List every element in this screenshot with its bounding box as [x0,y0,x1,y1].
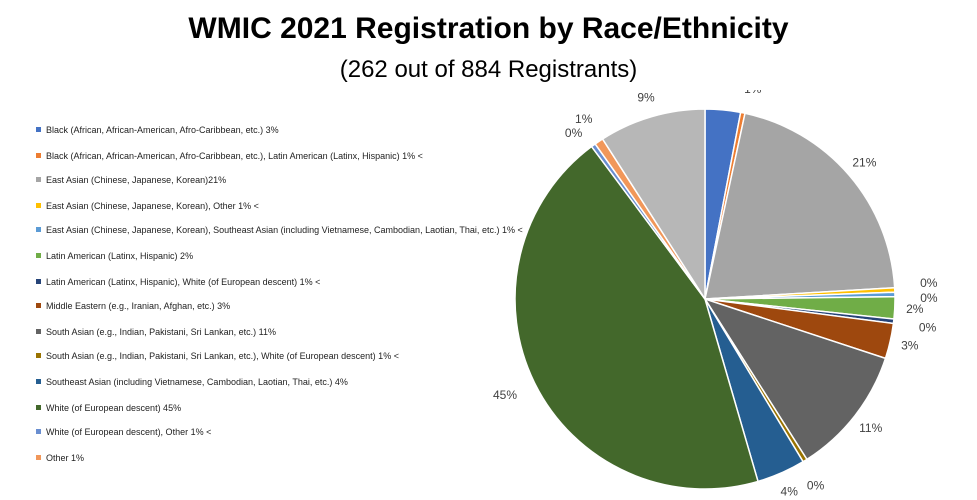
legend-item: Black (African, African-American, Afro-C… [36,124,526,136]
legend-item: Other 1% [36,452,526,464]
legend-swatch [36,329,41,334]
legend-item: South Asian (e.g., Indian, Pakistani, Sr… [36,326,526,338]
legend-label: White (of European descent) 45% [46,403,182,413]
pie-slice [601,108,706,302]
legend-label: South Asian (e.g., Indian, Pakistani, Sr… [46,351,399,361]
legend-item: East Asian (Chinese, Japanese, Korean), … [36,224,526,236]
legend-swatch [36,303,41,308]
pie-data-label: 0% [807,479,825,493]
legend-swatch [36,353,41,358]
legend-item: White (of European descent) 45% [36,402,526,414]
legend-item: Latin American (Latinx, Hispanic) 2% [36,250,526,262]
legend-swatch [36,379,41,384]
pie-slice [703,297,887,461]
pie-slice [704,112,896,300]
legend-label: South Asian (e.g., Indian, Pakistani, Sr… [46,327,276,337]
chart-subtitle: (262 out of 884 Registrants) [339,56,638,83]
legend-label: East Asian (Chinese, Japanese, Korean), … [46,201,259,211]
legend-swatch [36,405,41,410]
pie-data-label: 0% [565,126,583,140]
legend-item: White (of European descent), Other 1% < [36,426,526,438]
legend-label: Black (African, African-American, Afro-C… [46,125,279,135]
legend-item: East Asian (Chinese, Japanese, Korean)21… [36,174,526,186]
legend-swatch [36,153,41,158]
legend-swatch [36,227,41,232]
legend-label: Latin American (Latinx, Hispanic) 2% [46,251,194,261]
pie-slice [514,145,759,490]
pie-data-label: 45% [493,388,517,402]
legend-swatch [36,455,41,460]
legend-label: Latin American (Latinx, Hispanic), White… [46,277,321,287]
pie-data-label: 9% [637,90,655,104]
pie-data-label: 0% [919,321,937,335]
legend-label: East Asian (Chinese, Japanese, Korean)21… [46,175,227,185]
legend-item: South Asian (e.g., Indian, Pakistani, Sr… [36,350,526,362]
legend-swatch [36,127,41,132]
pie-data-label: 4% [781,484,799,498]
chart-title: WMIC 2021 Registration by Race/Ethnicity [188,12,789,45]
legend-label: White (of European descent), Other 1% < [46,427,212,437]
legend-item: East Asian (Chinese, Japanese, Korean), … [36,200,526,212]
legend-label: Black (African, African-American, Afro-C… [46,151,423,161]
pie-data-label: 3% [718,90,736,93]
legend-swatch [36,429,41,434]
legend-label: Other 1% [46,453,85,463]
legend-swatch [36,279,41,284]
legend-label: Southeast Asian (including Vietnamese, C… [46,377,348,387]
pie-data-label: 3% [901,339,919,353]
legend-item: Latin American (Latinx, Hispanic), White… [36,276,526,288]
pie-data-label: 1% [575,112,593,126]
pie-chart: 3%1%21%0%0%2%0%3%11%0%4%45%0%1%9% [493,90,938,498]
legend-label: East Asian (Chinese, Japanese, Korean), … [46,225,523,235]
legend-swatch [36,177,41,182]
legend-swatch [36,253,41,258]
pie-data-label: 11% [859,421,882,435]
pie-data-label: 2% [906,302,924,316]
legend-item: Middle Eastern (e.g., Iranian, Afghan, e… [36,300,526,312]
pie-data-label: 21% [852,155,876,169]
pie-data-label: 0% [920,291,938,305]
legend-item: Black (African, African-American, Afro-C… [36,150,526,162]
legend-item: Southeast Asian (including Vietnamese, C… [36,376,526,388]
pie-data-label: 0% [920,276,938,290]
pie-data-label: 1% [744,90,762,96]
legend-swatch [36,203,41,208]
legend-label: Middle Eastern (e.g., Iranian, Afghan, e… [46,301,231,311]
